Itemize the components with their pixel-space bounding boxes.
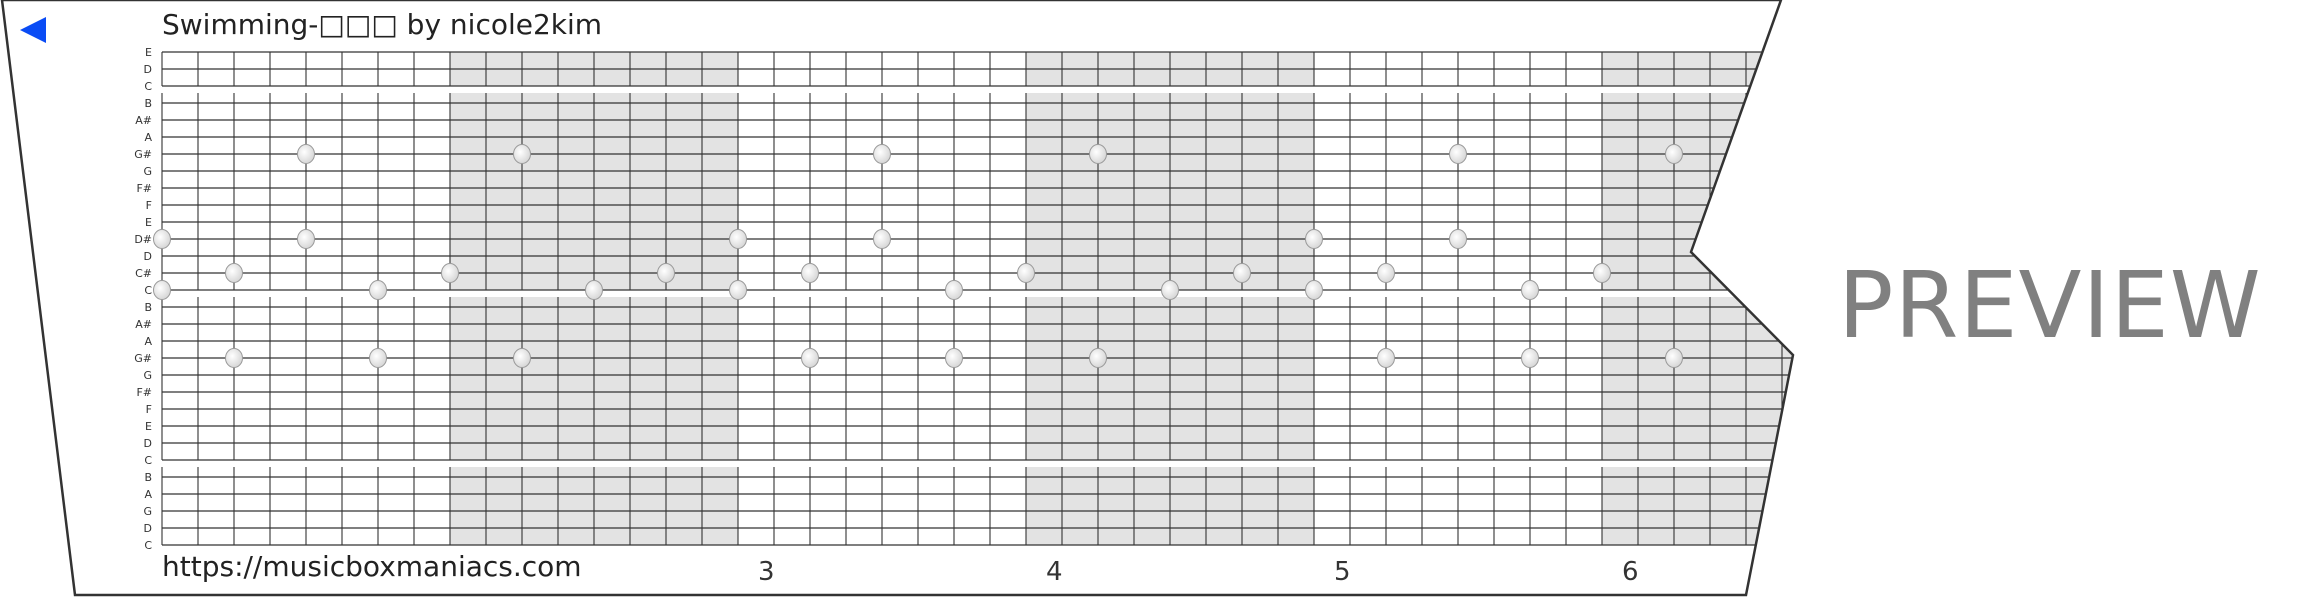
row-label: B	[144, 301, 152, 314]
note-hole	[945, 348, 963, 368]
row-label: C	[144, 284, 152, 297]
paper-outline	[0, 0, 1795, 597]
note-hole	[1161, 280, 1179, 300]
note-hole	[801, 348, 819, 368]
note-hole	[945, 280, 963, 300]
note-hole	[1665, 348, 1683, 368]
note-hole	[441, 263, 459, 283]
note-hole	[1305, 280, 1323, 300]
note-hole	[1305, 229, 1323, 249]
row-label: G	[143, 165, 152, 178]
note-hole	[1593, 263, 1611, 283]
note-hole	[1521, 280, 1539, 300]
note-hole	[729, 229, 747, 249]
note-hole	[225, 263, 243, 283]
row-label: D	[144, 522, 152, 535]
row-label: B	[144, 97, 152, 110]
row-label: C	[144, 454, 152, 467]
row-label: C	[144, 539, 152, 552]
note-hole	[225, 348, 243, 368]
note-hole	[1377, 263, 1395, 283]
row-label: A#	[135, 114, 152, 127]
measure-number: 6	[1622, 557, 1639, 587]
note-hole	[873, 229, 891, 249]
note-hole	[1521, 348, 1539, 368]
row-label: A	[144, 131, 152, 144]
measure-numbers: 3 4 5 6	[758, 557, 1639, 587]
note-hole	[657, 263, 675, 283]
note-hole	[297, 144, 315, 164]
measure-number: 4	[1046, 557, 1063, 587]
note-hole	[1377, 348, 1395, 368]
note-hole	[153, 280, 171, 300]
note-hole	[729, 280, 747, 300]
row-label: F	[146, 403, 152, 416]
note-hole	[297, 229, 315, 249]
preview-watermark: PREVIEW	[1838, 252, 2262, 359]
back-triangle-icon[interactable]	[20, 17, 46, 43]
measure-number: 3	[758, 557, 775, 587]
row-label: A	[144, 488, 152, 501]
row-label: F#	[136, 182, 152, 195]
row-label: E	[145, 46, 152, 59]
row-label: C#	[135, 267, 152, 280]
note-hole	[1665, 144, 1683, 164]
note-hole	[1449, 229, 1467, 249]
page-title: Swimming-□□□ by nicole2kim	[162, 8, 603, 41]
row-label: D	[144, 437, 152, 450]
row-label: D	[144, 250, 152, 263]
note-hole	[1449, 144, 1467, 164]
row-label: G#	[134, 352, 152, 365]
row-label: E	[145, 420, 152, 433]
note-hole	[801, 263, 819, 283]
row-label: G	[143, 505, 152, 518]
row-label: A	[144, 335, 152, 348]
row-label: E	[145, 216, 152, 229]
measure-number: 5	[1334, 557, 1351, 587]
note-hole	[369, 348, 387, 368]
row-label: F#	[136, 386, 152, 399]
note-hole	[1089, 348, 1107, 368]
row-label: G#	[134, 148, 152, 161]
note-hole	[513, 348, 531, 368]
row-label: D	[144, 63, 152, 76]
row-label: F	[146, 199, 152, 212]
note-hole	[369, 280, 387, 300]
row-label: C	[144, 80, 152, 93]
row-label: B	[144, 471, 152, 484]
site-url: https://musicboxmaniacs.com	[162, 550, 582, 583]
note-hole	[1233, 263, 1251, 283]
note-hole	[1089, 144, 1107, 164]
note-hole	[873, 144, 891, 164]
row-label: G	[143, 369, 152, 382]
note-hole	[153, 229, 171, 249]
row-label: A#	[135, 318, 152, 331]
note-hole	[585, 280, 603, 300]
note-hole	[513, 144, 531, 164]
note-grid	[153, 51, 1793, 546]
note-hole	[1017, 263, 1035, 283]
row-label: D#	[134, 233, 152, 246]
